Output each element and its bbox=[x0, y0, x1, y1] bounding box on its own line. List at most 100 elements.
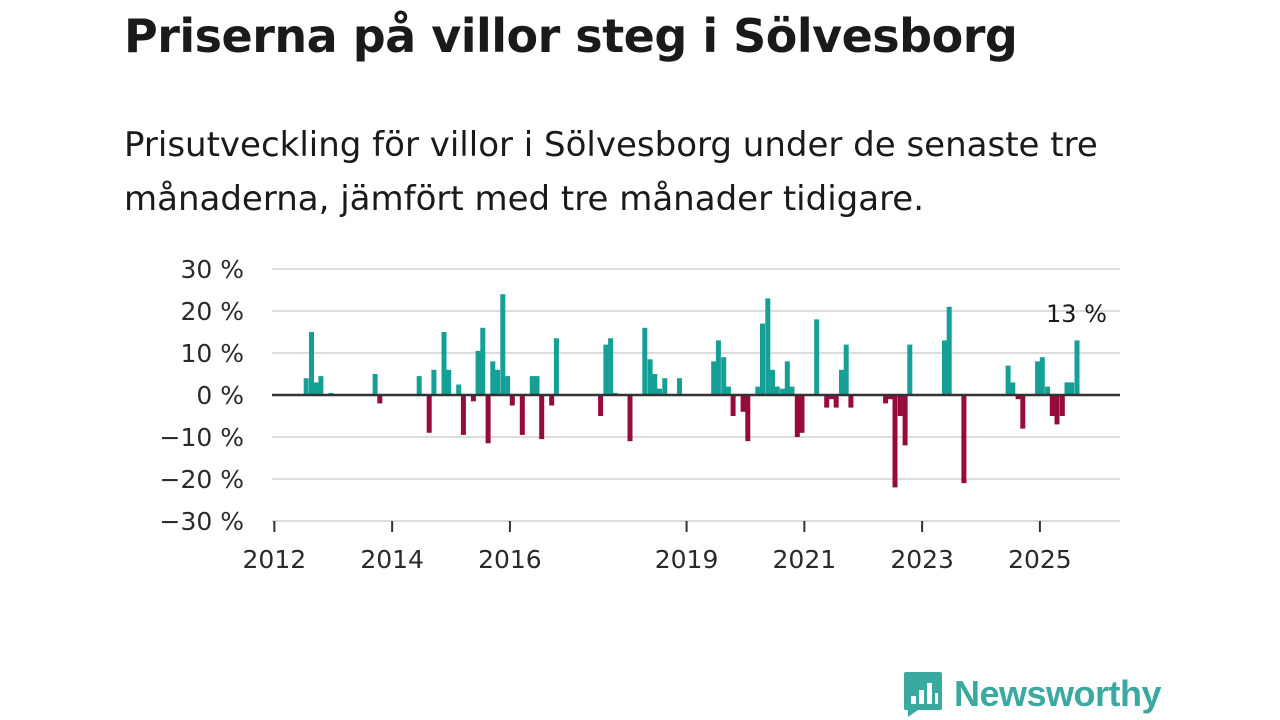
bar bbox=[642, 327, 648, 395]
chart-title: Priserna på villor steg i Sölvesborg bbox=[124, 9, 1018, 63]
bar bbox=[529, 376, 535, 395]
bar bbox=[495, 369, 500, 395]
bar bbox=[1059, 395, 1065, 416]
bar bbox=[456, 384, 462, 395]
bar bbox=[799, 395, 805, 433]
bar bbox=[1054, 395, 1060, 425]
bar bbox=[814, 319, 820, 395]
newsworthy-logo-text: Newsworthy bbox=[954, 673, 1162, 714]
bar bbox=[677, 378, 682, 395]
bar bbox=[843, 344, 849, 395]
bar bbox=[539, 395, 545, 440]
bar bbox=[1045, 386, 1051, 395]
y-tick-label: −20 % bbox=[160, 465, 244, 494]
bar bbox=[760, 323, 765, 395]
bar bbox=[627, 395, 633, 442]
bar bbox=[839, 369, 844, 395]
y-tick-label: −10 % bbox=[160, 423, 244, 452]
bar bbox=[883, 395, 889, 404]
bar bbox=[647, 359, 653, 395]
annotation-group: 13 % bbox=[1046, 300, 1107, 328]
bar bbox=[519, 395, 525, 435]
bar bbox=[1039, 357, 1045, 395]
x-tick-label: 2014 bbox=[360, 545, 424, 574]
bar bbox=[745, 395, 751, 442]
bar bbox=[608, 338, 614, 395]
bar bbox=[372, 374, 378, 395]
bar bbox=[480, 327, 486, 395]
bar bbox=[318, 376, 324, 395]
bar bbox=[780, 388, 786, 395]
bar bbox=[848, 395, 854, 408]
bar bbox=[833, 395, 839, 408]
bar bbox=[426, 395, 432, 433]
bar bbox=[946, 306, 952, 395]
bar bbox=[1015, 395, 1021, 400]
y-tick-label: 20 % bbox=[180, 297, 244, 326]
bar bbox=[1049, 395, 1055, 416]
bar bbox=[598, 395, 604, 416]
bar bbox=[784, 361, 790, 395]
x-tick-label: 2016 bbox=[478, 545, 542, 574]
x-tick-label: 2023 bbox=[890, 545, 954, 574]
bar bbox=[789, 386, 795, 395]
bar bbox=[765, 298, 771, 395]
bar bbox=[961, 395, 967, 484]
bar bbox=[887, 395, 893, 400]
bar bbox=[725, 386, 731, 395]
bar bbox=[470, 395, 476, 402]
bar bbox=[553, 338, 559, 395]
bar bbox=[1010, 382, 1016, 395]
x-tick-label: 2012 bbox=[243, 545, 307, 574]
bar bbox=[942, 340, 947, 395]
bar bbox=[500, 294, 506, 395]
bar bbox=[1069, 382, 1075, 395]
bar-series bbox=[303, 294, 1080, 488]
x-tick-label: 2019 bbox=[655, 545, 719, 574]
bar bbox=[549, 395, 555, 406]
bar bbox=[313, 382, 319, 395]
y-tick-label: 30 % bbox=[180, 255, 244, 284]
bar bbox=[715, 340, 721, 395]
bar bbox=[902, 395, 908, 446]
bar bbox=[1020, 395, 1026, 429]
bar bbox=[534, 376, 540, 395]
bar bbox=[475, 350, 481, 395]
bar bbox=[657, 388, 662, 395]
y-tick-label: 10 % bbox=[180, 339, 244, 368]
bar bbox=[505, 376, 511, 395]
x-tick-label: 2025 bbox=[1008, 545, 1072, 574]
bar bbox=[303, 378, 309, 395]
bar bbox=[509, 395, 515, 406]
bar bbox=[1064, 382, 1070, 395]
bar bbox=[446, 369, 452, 395]
bar bbox=[824, 395, 830, 408]
bar bbox=[794, 395, 800, 437]
bar bbox=[897, 395, 903, 416]
bar bbox=[1005, 365, 1011, 395]
bar bbox=[485, 395, 491, 444]
bar bbox=[431, 369, 437, 395]
bar bbox=[1035, 361, 1041, 395]
bar bbox=[460, 395, 466, 435]
newsworthy-logo: Newsworthy bbox=[902, 670, 1162, 718]
y-tick-label: 0 % bbox=[196, 381, 244, 410]
bar bbox=[730, 395, 736, 416]
chart-subtitle: Prisutveckling för villor i Sölvesborg u… bbox=[124, 125, 1098, 219]
bar bbox=[416, 376, 422, 395]
bar bbox=[774, 386, 780, 395]
bar bbox=[652, 374, 658, 395]
bar bbox=[892, 395, 898, 488]
bar bbox=[490, 361, 496, 395]
bar bbox=[755, 386, 761, 395]
grid-lines bbox=[272, 268, 1120, 522]
y-axis: 30 % 20 % 10 % 0 % −10 % −20 % −30 % bbox=[160, 255, 244, 536]
bar bbox=[907, 344, 913, 395]
bar bbox=[662, 378, 668, 395]
x-tick-label: 2021 bbox=[773, 545, 837, 574]
y-tick-label: −30 % bbox=[160, 507, 244, 536]
last-value-label: 13 % bbox=[1046, 300, 1107, 328]
bar bbox=[603, 344, 609, 395]
x-axis: 2012 2014 2016 2019 2021 2023 2025 bbox=[243, 521, 1072, 574]
